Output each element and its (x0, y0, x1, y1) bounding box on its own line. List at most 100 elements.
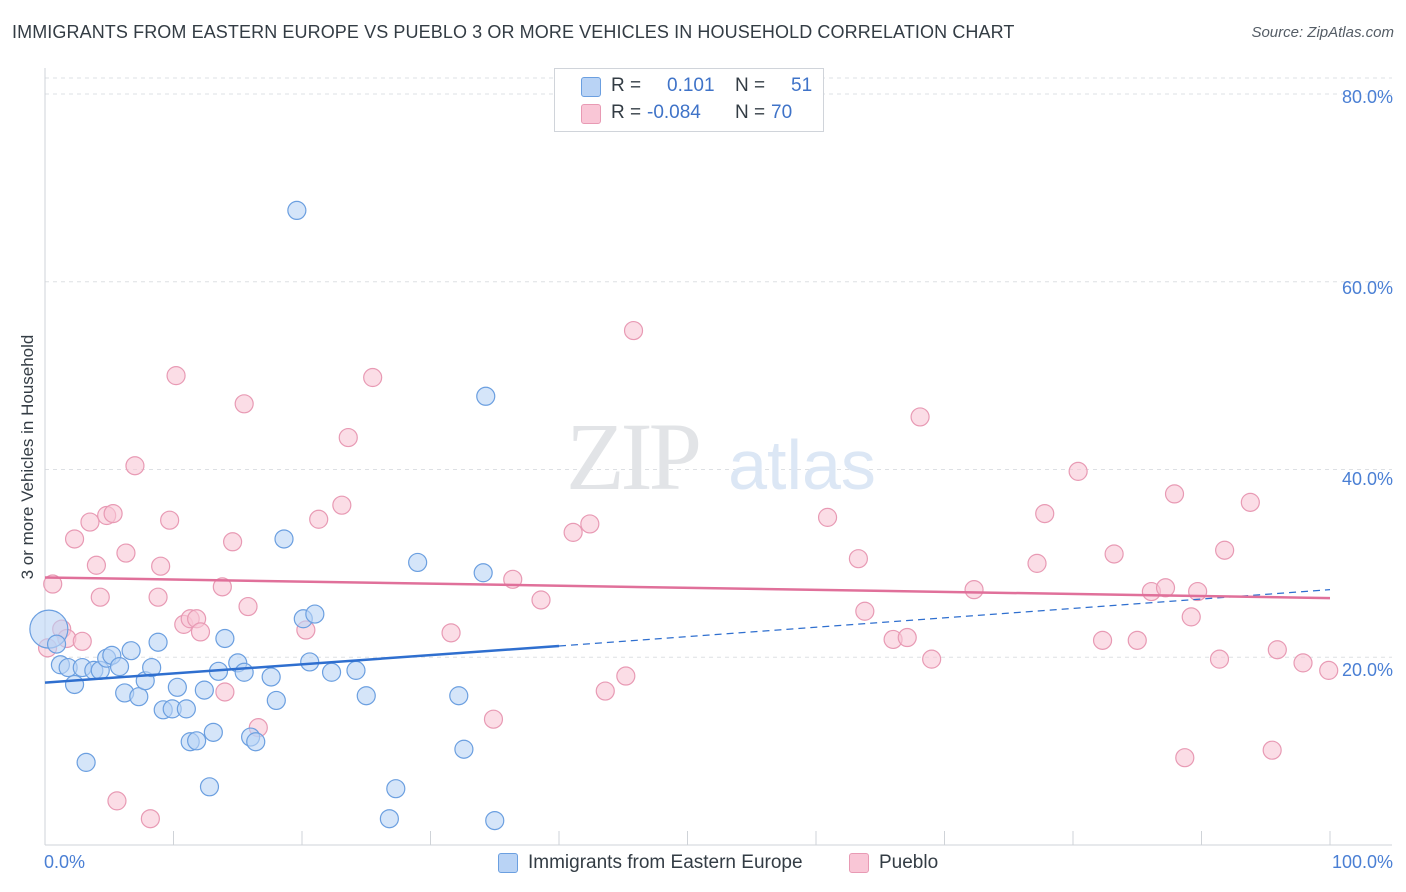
immigrants-point (199, 777, 220, 797)
immigrants-point (234, 662, 254, 682)
grid-lines (45, 77, 1392, 658)
pueblo-point (1293, 653, 1313, 673)
immigrants-point (142, 657, 162, 678)
pueblo-point (64, 529, 85, 549)
pueblo-point (160, 510, 180, 530)
watermark-atlas: atlas (728, 426, 876, 504)
immigrants-point (203, 722, 223, 742)
watermark-zip: ZIP (566, 403, 699, 510)
immigrants-point (215, 628, 235, 649)
axes (44, 68, 1392, 846)
immigrants-point (321, 662, 342, 682)
n-label: N = (735, 102, 766, 123)
pueblo-point (43, 574, 63, 594)
immigrants-point (454, 739, 474, 759)
pueblo-point (215, 682, 235, 702)
pueblo-point (1027, 553, 1047, 573)
pueblo-point (1127, 630, 1147, 650)
pueblo-point (855, 601, 875, 621)
pueblo-point (897, 627, 917, 648)
pueblo-point (1155, 578, 1176, 598)
immigrants-point (476, 386, 496, 406)
immigrants-trend-extension (558, 589, 1331, 647)
pueblo-points (37, 320, 1339, 829)
pueblo-point (1262, 740, 1282, 760)
x-tick-label-min: 0.0% (44, 852, 86, 872)
y-tick-label-40: 40.0% (1341, 469, 1393, 489)
immigrants-point (379, 809, 399, 829)
legend-swatch-blue (498, 853, 518, 873)
pueblo-point (1068, 461, 1088, 481)
pueblo-point (332, 495, 352, 515)
immigrants-point (187, 731, 207, 751)
pueblo-point (190, 622, 211, 642)
correlation-stats-box: R = 0.101 N = 51 R = -0.084 N = 70 (554, 68, 824, 132)
pueblo-point (125, 456, 145, 476)
immigrants-point (266, 690, 286, 711)
immigrants-point (485, 810, 505, 831)
pueblo-trend-line (44, 576, 1331, 600)
pueblo-point (103, 504, 123, 524)
pueblo-point (580, 514, 600, 534)
immigrants-point (76, 752, 96, 772)
pueblo-point (86, 555, 107, 575)
pueblo-point (116, 543, 136, 563)
pueblo-point (922, 649, 942, 669)
pueblo-point (1319, 660, 1339, 680)
stats-row-pink: R = -0.084 N = 70 (555, 100, 823, 128)
stats-row-blue: R = 0.101 N = 51 (555, 73, 823, 101)
pueblo-point (910, 407, 930, 427)
immigrants-point (356, 686, 376, 706)
blue-swatch (581, 77, 601, 97)
immigrants-point (449, 686, 469, 706)
immigrants-point (300, 652, 320, 672)
immigrants-point (386, 779, 406, 799)
pueblo-point (166, 366, 186, 386)
pueblo-point (616, 666, 636, 686)
pueblo-point (223, 532, 243, 552)
immigrants-point (408, 552, 428, 573)
pueblo-point (483, 709, 504, 729)
pueblo-point (212, 577, 232, 597)
legend-label-pueblo: Pueblo (879, 852, 939, 873)
pueblo-point (309, 509, 329, 529)
immigrants-point (109, 657, 130, 677)
legend-label-immigrants: Immigrants from Eastern Europe (528, 852, 803, 873)
pueblo-point (1267, 640, 1287, 660)
pueblo-point (623, 320, 644, 341)
immigrants-point (473, 563, 493, 583)
pueblo-point (531, 590, 551, 610)
watermark: ZIP atlas (566, 403, 876, 510)
pueblo-point (338, 427, 358, 448)
n-label: N = (735, 75, 766, 96)
n-value-pink: 70 (771, 102, 793, 123)
immigrants-point (46, 634, 67, 654)
immigrants-point (167, 677, 187, 697)
pink-swatch (581, 104, 601, 124)
pueblo-point (234, 394, 254, 414)
immigrants-point (194, 680, 214, 700)
pueblo-point (563, 522, 583, 542)
legend-swatch-pink (849, 853, 869, 873)
chart-title: IMMIGRANTS FROM EASTERN EUROPE VS PUEBLO… (12, 22, 1015, 42)
immigrants-point (129, 687, 149, 707)
r-label: R = (611, 102, 642, 123)
pueblo-point (1092, 630, 1113, 650)
immigrants-point (346, 660, 366, 680)
pueblo-point (1215, 540, 1235, 560)
immigrants-point (287, 200, 307, 221)
pueblo-point (1188, 581, 1208, 602)
pueblo-point (72, 631, 92, 651)
y-tick-label-80: 80.0% (1341, 87, 1393, 107)
pueblo-point (1175, 748, 1195, 768)
pueblo-point (595, 681, 615, 701)
pueblo-point (1035, 504, 1055, 524)
n-value-blue: 51 (791, 75, 813, 96)
pueblo-point (238, 596, 258, 617)
r-value-blue: 0.101 (667, 75, 715, 96)
pueblo-point (1240, 492, 1260, 512)
immigrants-eastern-europe-points (29, 200, 505, 831)
pueblo-point (140, 809, 160, 829)
pueblo-point (80, 512, 100, 532)
